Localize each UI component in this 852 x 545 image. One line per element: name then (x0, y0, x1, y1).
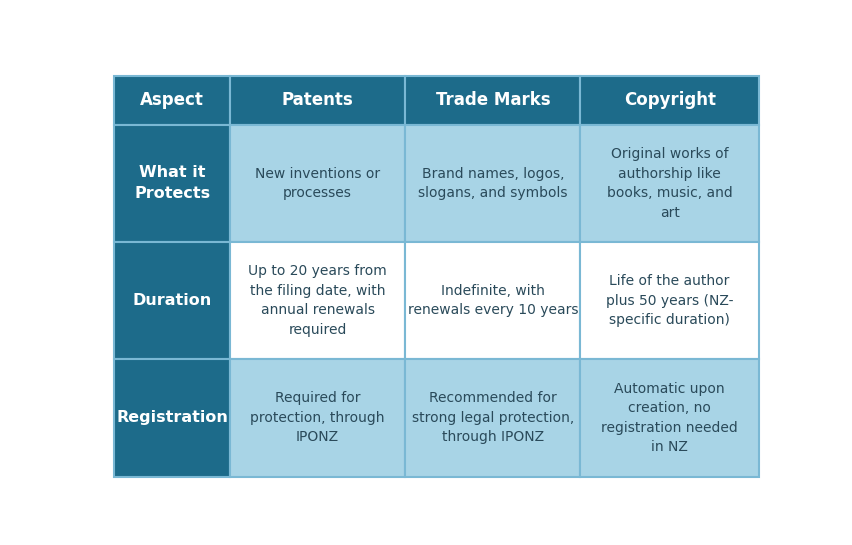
Bar (580, 242, 759, 359)
Bar (230, 125, 406, 242)
Text: Aspect: Aspect (141, 91, 204, 109)
Text: What it
Protects: What it Protects (135, 165, 210, 201)
Text: Recommended for
strong legal protection,
through IPONZ: Recommended for strong legal protection,… (412, 391, 574, 445)
Bar (406, 76, 580, 125)
Bar (114, 125, 230, 242)
Text: Life of the author
plus 50 years (NZ-
specific duration): Life of the author plus 50 years (NZ- sp… (606, 274, 734, 327)
Text: Patents: Patents (282, 91, 354, 109)
Text: New inventions or
processes: New inventions or processes (255, 167, 380, 200)
Bar (230, 76, 406, 125)
Text: Required for
protection, through
IPONZ: Required for protection, through IPONZ (250, 391, 385, 445)
Text: Indefinite, with
renewals every 10 years: Indefinite, with renewals every 10 years (407, 284, 579, 317)
Bar (114, 242, 230, 359)
Text: Copyright: Copyright (624, 91, 716, 109)
Bar (114, 76, 230, 125)
Bar (580, 359, 759, 477)
Text: Registration: Registration (117, 410, 228, 426)
Bar (114, 359, 230, 477)
Text: Duration: Duration (133, 293, 212, 308)
Bar (406, 242, 580, 359)
Text: Automatic upon
creation, no
registration needed
in NZ: Automatic upon creation, no registration… (602, 382, 738, 454)
Text: Up to 20 years from
the filing date, with
annual renewals
required: Up to 20 years from the filing date, wit… (248, 264, 387, 337)
Bar (406, 125, 580, 242)
Bar (230, 359, 406, 477)
Bar (580, 76, 759, 125)
Bar (230, 242, 406, 359)
Text: Brand names, logos,
slogans, and symbols: Brand names, logos, slogans, and symbols (418, 167, 567, 200)
Bar (406, 359, 580, 477)
Text: Original works of
authorship like
books, music, and
art: Original works of authorship like books,… (607, 147, 733, 220)
Text: Trade Marks: Trade Marks (435, 91, 550, 109)
Bar (580, 125, 759, 242)
